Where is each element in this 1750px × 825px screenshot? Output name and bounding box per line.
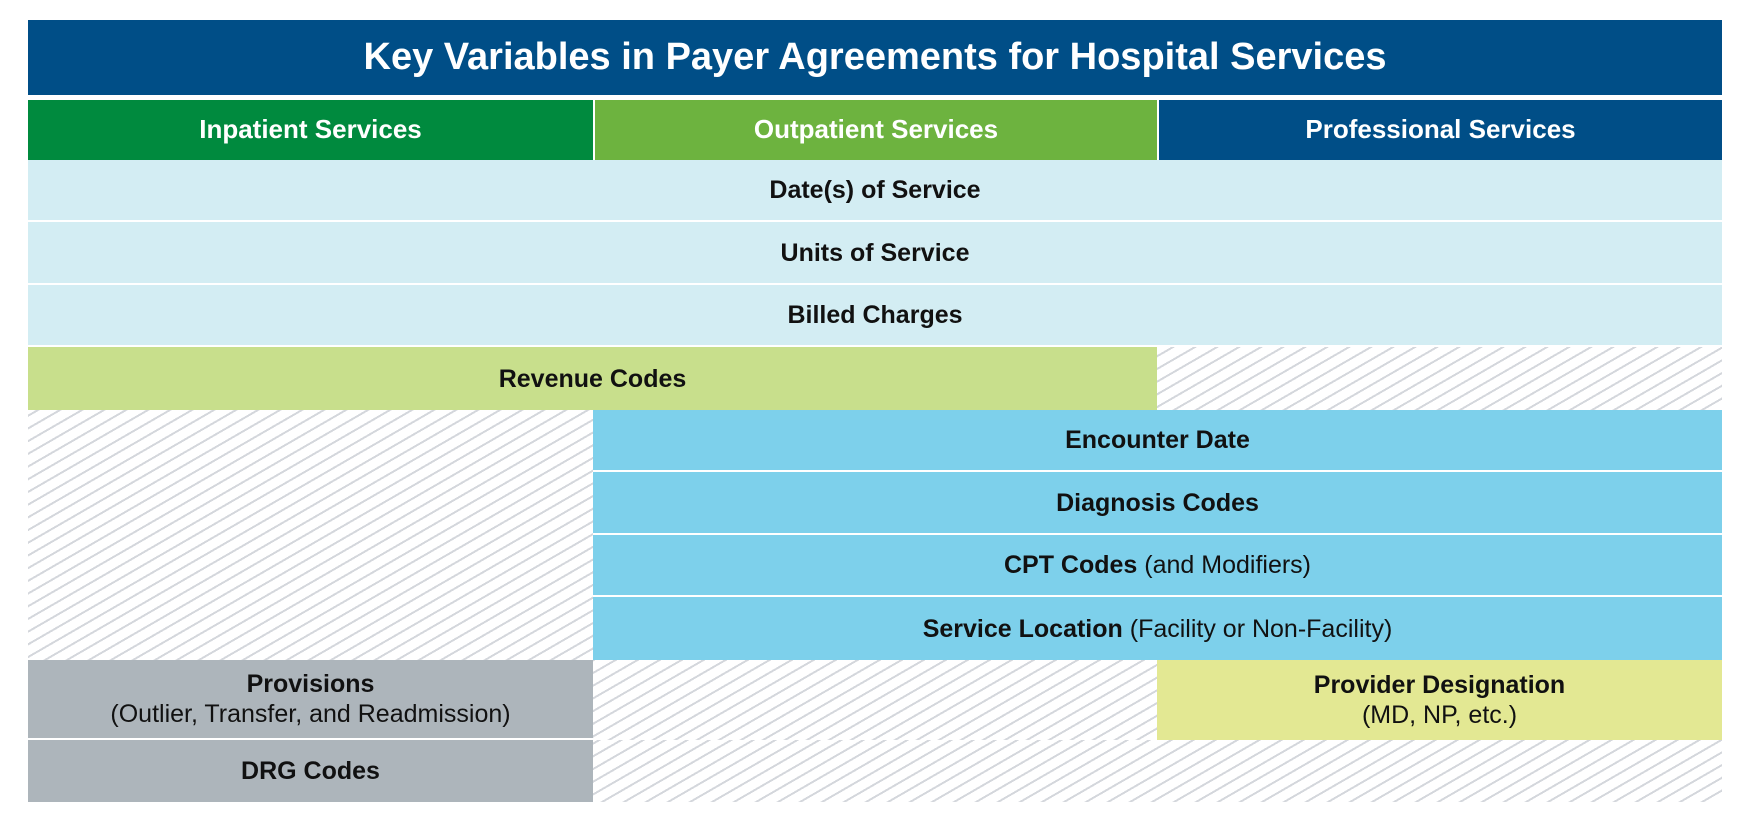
row-label: CPT Codes	[1003, 551, 1138, 579]
row: Billed Charges	[28, 285, 1722, 347]
row: Encounter Date	[593, 410, 1722, 472]
row: Provider Designation (MD, NP, etc.)	[1157, 660, 1722, 740]
column-header: Inpatient Services	[28, 100, 593, 160]
row: Revenue Codes	[28, 347, 1157, 410]
row: CPT Codes (and Modifiers)	[593, 535, 1722, 597]
row: Diagnosis Codes	[593, 472, 1722, 535]
row: Date(s) of Service	[28, 160, 1722, 222]
row: Service Location (Facility or Non-Facili…	[593, 597, 1722, 660]
row-note: (and Modifiers)	[1144, 551, 1312, 579]
row: Provisions (Outlier, Transfer, and Readm…	[28, 660, 593, 740]
row-label: Provisions	[246, 670, 375, 698]
row-label: Provider Designation	[1313, 671, 1566, 699]
hatch	[593, 660, 1157, 740]
row-note: (Outlier, Transfer, and Readmission)	[110, 700, 511, 728]
row: Units of Service	[28, 222, 1722, 285]
title: Key Variables in Payer Agreements for Ho…	[28, 20, 1722, 95]
row-note: (Facility or Non-Facility)	[1129, 614, 1393, 643]
column-header: Outpatient Services	[593, 100, 1157, 160]
hatch	[593, 740, 1722, 802]
column-header: Professional Services	[1157, 100, 1722, 160]
row-label: Service Location	[922, 614, 1123, 643]
row-note: (MD, NP, etc.)	[1361, 701, 1518, 729]
hatch	[28, 410, 593, 660]
row: DRG Codes	[28, 740, 593, 802]
hatch	[1157, 347, 1722, 410]
